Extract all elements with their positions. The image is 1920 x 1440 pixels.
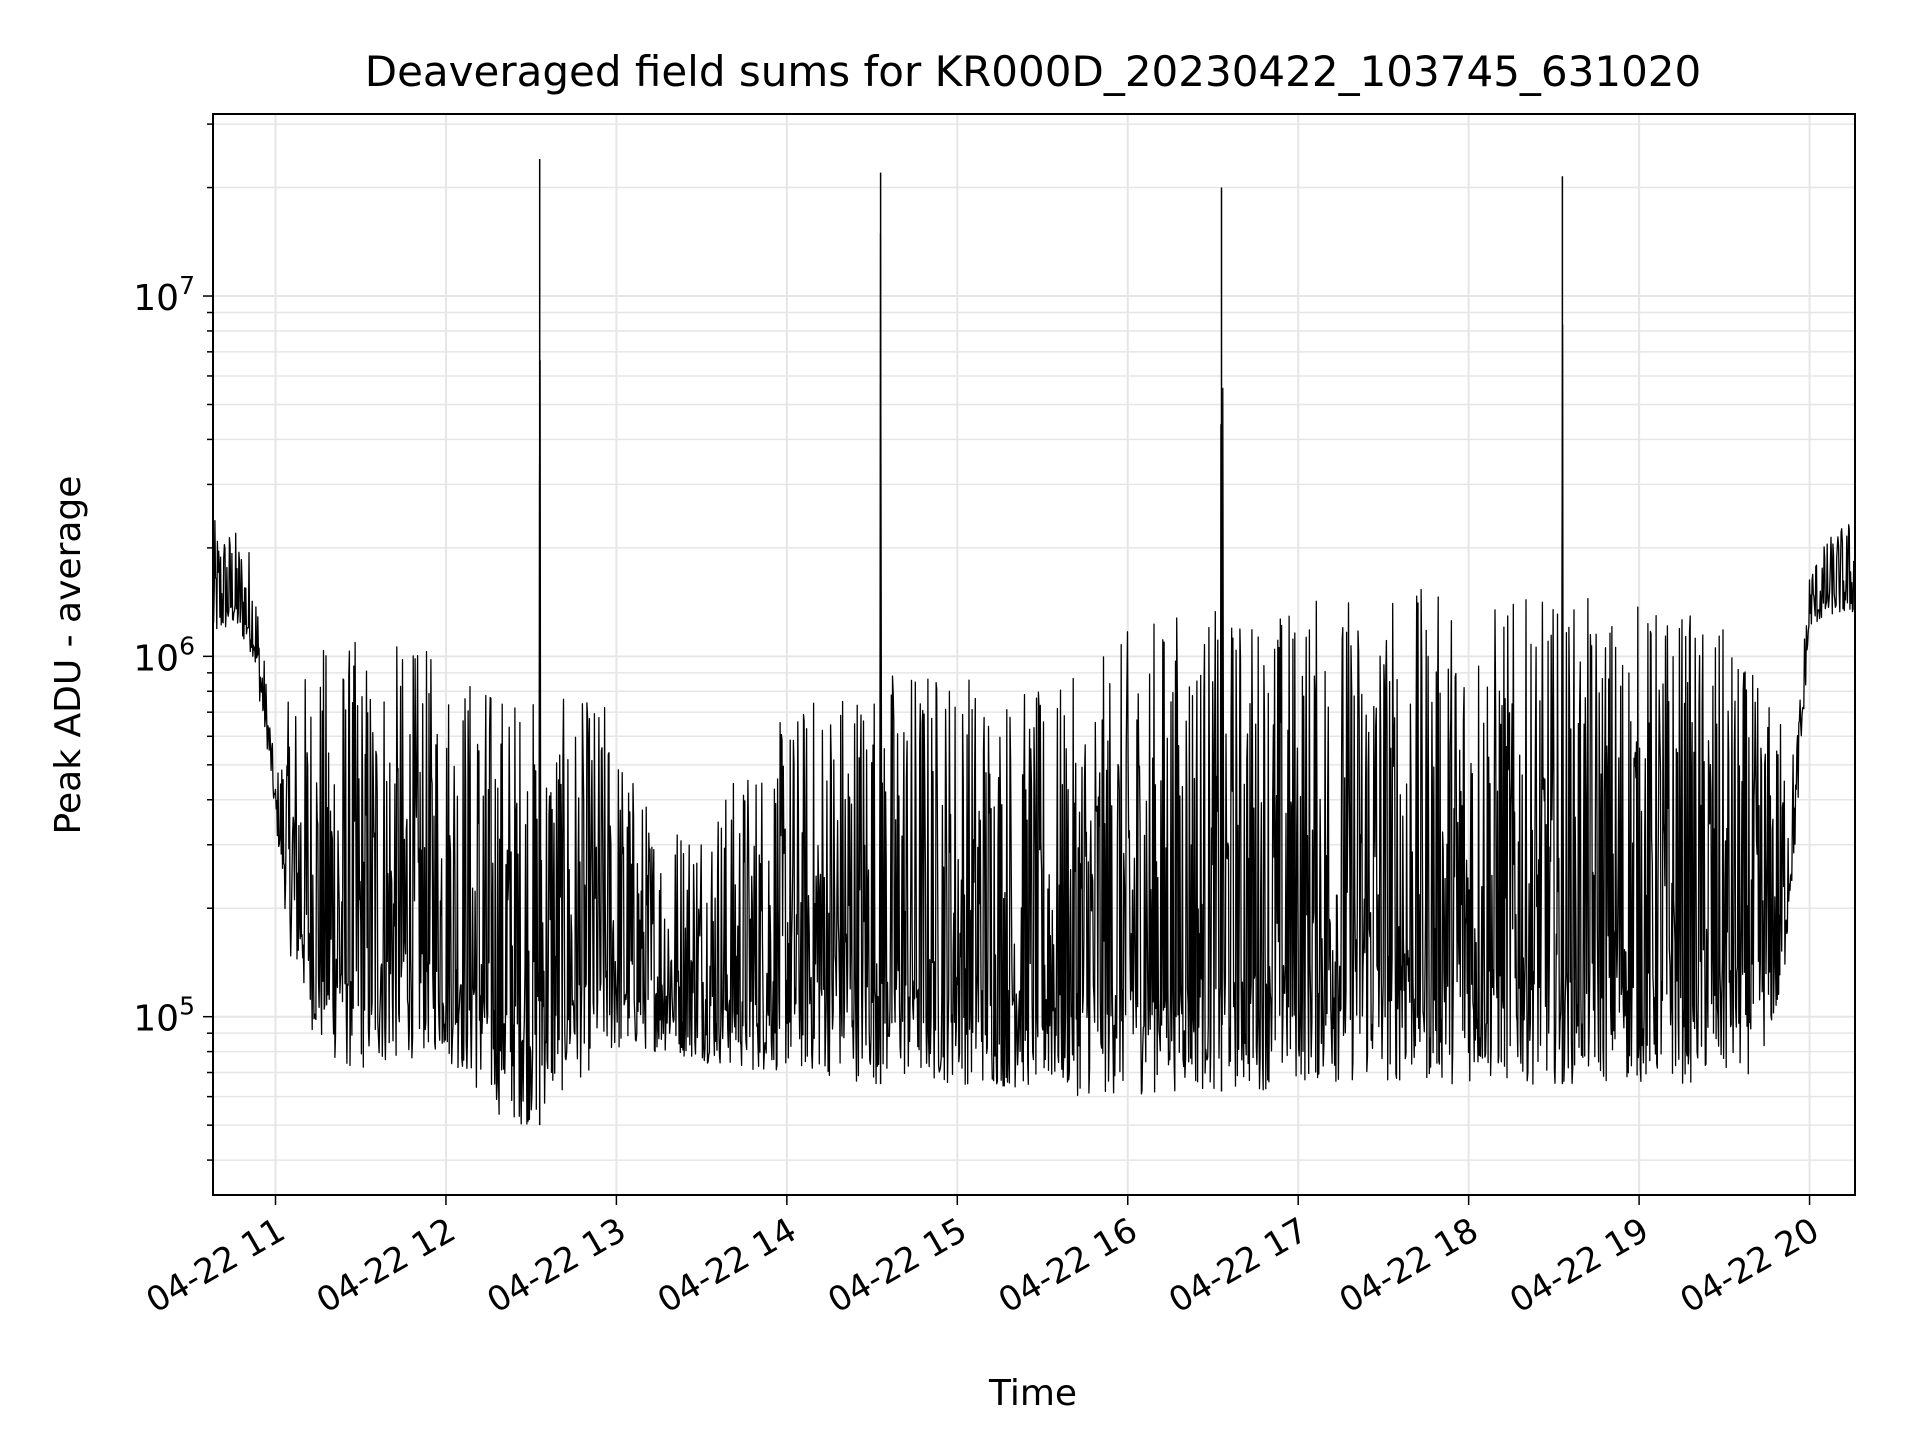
y-tick-base: 10 bbox=[133, 278, 179, 319]
y-tick-base: 10 bbox=[133, 638, 179, 679]
x-axis-label: Time bbox=[988, 1373, 1077, 1414]
y-tick-exponent: 5 bbox=[179, 992, 195, 1021]
chart-title: Deaveraged field sums for KR000D_2023042… bbox=[365, 47, 1702, 96]
y-axis-label: Peak ADU - average bbox=[48, 476, 89, 835]
y-tick-label: 105 bbox=[133, 992, 195, 1040]
y-tick-label: 106 bbox=[133, 631, 195, 679]
y-tick-label: 107 bbox=[133, 271, 195, 319]
y-tick-exponent: 7 bbox=[179, 271, 195, 300]
series-line bbox=[212, 232, 1856, 1125]
y-tick-base: 10 bbox=[133, 999, 179, 1040]
data-series bbox=[212, 159, 1856, 1126]
y-tick-exponent: 6 bbox=[179, 631, 195, 660]
plot-frame bbox=[212, 113, 1856, 1196]
